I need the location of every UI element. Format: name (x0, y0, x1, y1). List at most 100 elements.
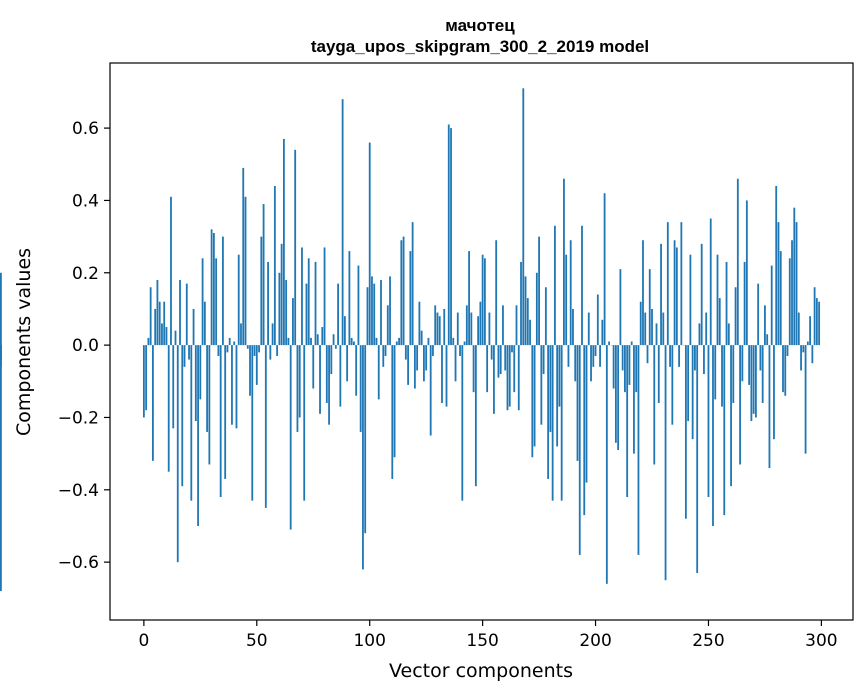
bar-254 (716, 254, 719, 346)
bar-237 (678, 345, 681, 367)
bar-205 (605, 345, 608, 584)
bar-61 (280, 243, 283, 346)
bar-62 (282, 138, 285, 346)
bar-165 (515, 305, 518, 346)
y-tick-label: 0.0 (72, 336, 99, 356)
bar-244 (694, 345, 696, 371)
bar-127 (429, 345, 432, 436)
x-tick-label: 200 (579, 631, 611, 651)
bar-187 (565, 254, 568, 346)
y-axis-ticks: −0.6 −0.4 −0.2 0.0 0.2 0.4 0.6 (58, 119, 110, 573)
bar-191 (574, 345, 577, 382)
bar-123 (420, 330, 423, 346)
bar-153 (488, 312, 491, 346)
bar-184 (558, 345, 561, 407)
bar-43 (240, 323, 242, 346)
bar-100 (368, 142, 371, 346)
bar-251 (709, 218, 712, 346)
bar-26 (201, 258, 204, 346)
bar-79 (321, 327, 324, 346)
bar-167 (520, 261, 522, 346)
bar-119 (411, 222, 414, 346)
bar-80 (323, 247, 326, 346)
bar-258 (725, 261, 728, 346)
bar-89 (343, 316, 346, 346)
bar-185 (560, 345, 563, 501)
bar-181 (551, 345, 554, 501)
bar-297 (813, 287, 816, 346)
bar-113 (398, 337, 400, 346)
chart-title-line2: tayga_upos_skipgram_300_2_2019 model (311, 37, 649, 56)
bar-104 (377, 345, 380, 400)
bar-225 (651, 308, 653, 346)
bar-295 (809, 316, 811, 346)
bar-203 (601, 319, 604, 346)
bar-177 (542, 345, 545, 375)
bar-296 (811, 345, 814, 364)
bar-27 (203, 301, 206, 346)
bar-143 (465, 305, 468, 346)
bar-126 (427, 337, 430, 346)
bar-224 (648, 269, 651, 346)
bar-186 (563, 178, 565, 346)
bar-142 (463, 341, 466, 346)
bar-88 (341, 99, 344, 346)
bar-6 (156, 280, 159, 346)
bar-46 (246, 345, 249, 349)
bar-7 (158, 301, 161, 346)
bar-78 (319, 345, 321, 414)
bar-247 (700, 243, 703, 346)
bar-157 (497, 345, 500, 378)
bar-168 (522, 88, 525, 346)
bar-51 (258, 345, 260, 353)
bar-21 (190, 345, 193, 501)
bar-131 (438, 316, 441, 346)
bar-102 (373, 283, 376, 346)
bar-15 (176, 345, 179, 563)
bar-216 (630, 341, 633, 346)
bar-137 (452, 337, 455, 346)
bar-36 (224, 345, 227, 479)
bar-94 (355, 345, 358, 396)
bar-169 (524, 276, 527, 346)
bar-3 (149, 287, 152, 346)
bar-161 (506, 345, 509, 411)
bar-25 (199, 345, 202, 400)
bar-128 (432, 345, 434, 356)
bar-31 (212, 232, 215, 346)
bar-206 (608, 341, 610, 346)
bar-109 (389, 276, 391, 346)
bar-44 (242, 167, 245, 346)
bar-228 (657, 345, 660, 403)
bar-242 (689, 254, 692, 346)
x-tick-label: 150 (466, 631, 498, 651)
bar-266 (743, 261, 746, 346)
bar-57 (271, 323, 274, 346)
bar-145 (470, 312, 473, 346)
bar-166 (517, 345, 520, 411)
bar-132 (441, 345, 443, 403)
x-tick-label: 0 (138, 631, 149, 651)
bar-230 (662, 312, 665, 346)
bar-120 (413, 345, 416, 389)
bar-39 (231, 345, 233, 425)
bar-4 (152, 345, 154, 461)
bar-12 (170, 196, 172, 346)
bar-10 (165, 327, 168, 346)
bar-28 (206, 345, 209, 432)
bar-215 (628, 345, 631, 385)
bar-164 (513, 345, 516, 393)
bar-192 (576, 345, 579, 461)
bar-275 (764, 305, 766, 346)
bar-189 (569, 240, 572, 346)
bar-101 (371, 276, 373, 346)
bar-24 (197, 345, 199, 526)
bar-200 (594, 345, 597, 356)
x-tick-label: 50 (246, 631, 268, 651)
bar-263 (736, 178, 739, 346)
x-tick-label: 100 (353, 631, 385, 651)
bar-71 (303, 345, 306, 501)
bar-108 (386, 305, 389, 346)
bar-114 (400, 240, 403, 346)
